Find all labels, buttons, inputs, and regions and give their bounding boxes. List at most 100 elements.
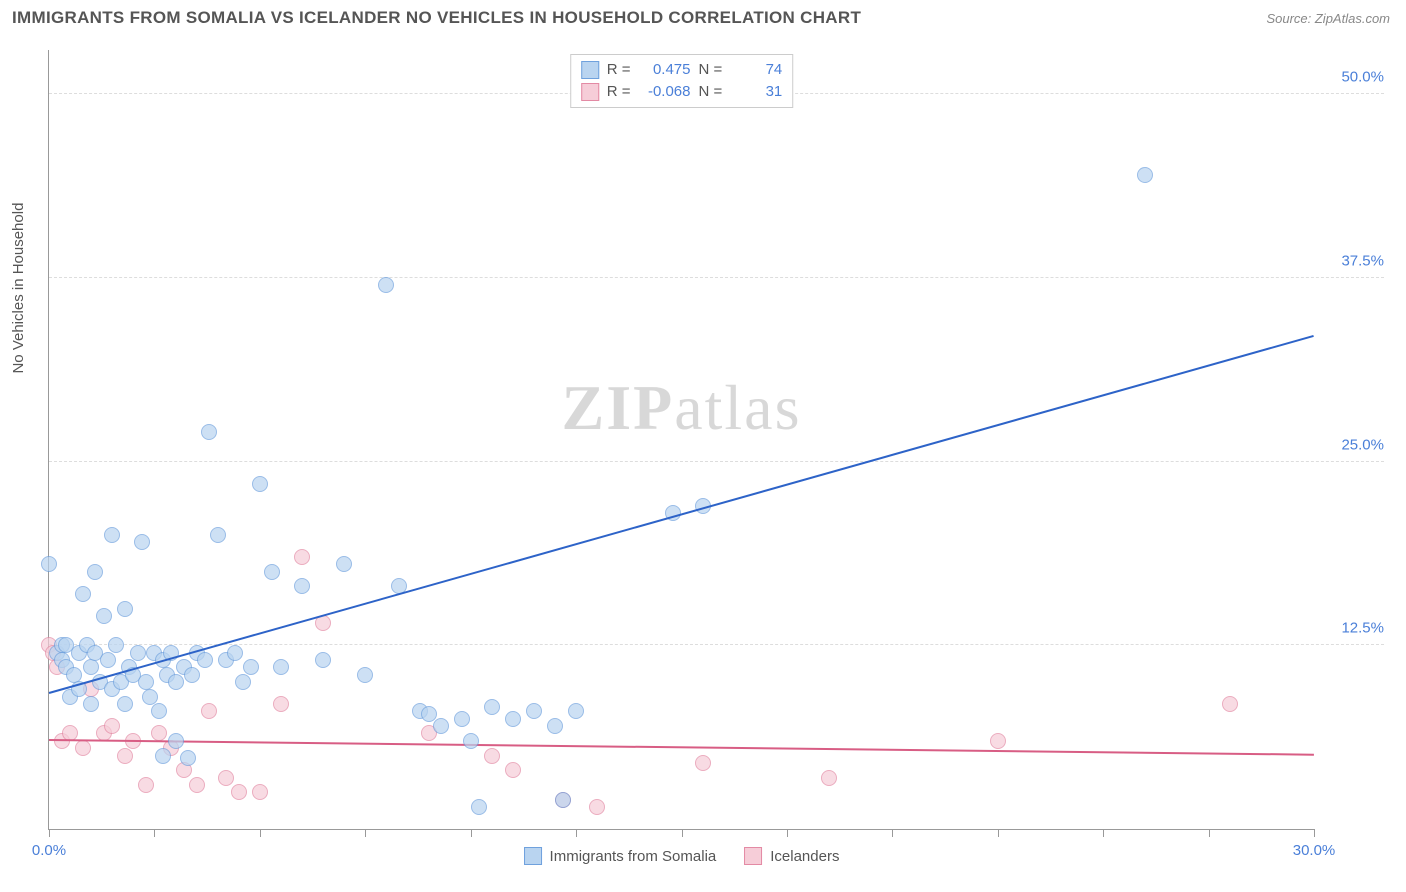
data-point-somalia (138, 674, 154, 690)
data-point-somalia (168, 674, 184, 690)
correlation-chart: No Vehicles in Household ZIPatlas R = 0.… (18, 40, 1394, 878)
data-point-iceland (231, 784, 247, 800)
data-point-iceland (1222, 696, 1238, 712)
data-point-iceland (589, 799, 605, 815)
x-tick-label: 30.0% (1293, 842, 1336, 859)
page-title: IMMIGRANTS FROM SOMALIA VS ICELANDER NO … (12, 8, 861, 28)
series-legend: Immigrants from Somalia Icelanders (524, 847, 840, 865)
data-point-somalia (378, 277, 394, 293)
data-point-somalia (100, 652, 116, 668)
x-tick (1314, 829, 1315, 837)
data-point-somalia (421, 706, 437, 722)
swatch-iceland (744, 847, 762, 865)
gridline (49, 461, 1384, 462)
data-point-somalia (180, 750, 196, 766)
x-tick (260, 829, 261, 837)
y-tick-label: 25.0% (1320, 436, 1384, 453)
data-point-somalia (41, 556, 57, 572)
source-citation: Source: ZipAtlas.com (1266, 11, 1390, 26)
data-point-iceland (252, 784, 268, 800)
data-point-somalia (357, 667, 373, 683)
data-point-somalia (454, 711, 470, 727)
data-point-iceland (695, 755, 711, 771)
data-point-somalia (336, 556, 352, 572)
data-point-somalia (155, 748, 171, 764)
legend-item-iceland: Icelanders (744, 847, 839, 865)
x-tick (1209, 829, 1210, 837)
legend-item-somalia: Immigrants from Somalia (524, 847, 717, 865)
swatch-somalia (581, 61, 599, 79)
data-point-somalia (117, 601, 133, 617)
data-point-iceland (294, 549, 310, 565)
data-point-somalia (201, 424, 217, 440)
data-point-iceland (151, 725, 167, 741)
gridline (49, 277, 1384, 278)
x-tick (682, 829, 683, 837)
y-tick-label: 37.5% (1320, 252, 1384, 269)
data-point-somalia (197, 652, 213, 668)
y-tick-label: 12.5% (1320, 620, 1384, 637)
data-point-somalia (568, 703, 584, 719)
data-point-iceland (104, 718, 120, 734)
data-point-iceland (218, 770, 234, 786)
data-point-somalia (83, 659, 99, 675)
data-point-somalia (273, 659, 289, 675)
data-point-iceland (189, 777, 205, 793)
data-point-somalia (1137, 167, 1153, 183)
data-point-iceland (138, 777, 154, 793)
data-point-somalia (235, 674, 251, 690)
data-point-iceland (201, 703, 217, 719)
data-point-iceland (273, 696, 289, 712)
data-point-somalia (264, 564, 280, 580)
x-tick (1103, 829, 1104, 837)
data-point-iceland (117, 748, 133, 764)
trendline-somalia (49, 335, 1315, 694)
data-point-somalia (104, 527, 120, 543)
watermark: ZIPatlas (562, 371, 802, 445)
gridline (49, 644, 1384, 645)
swatch-iceland (581, 83, 599, 101)
data-point-iceland (505, 762, 521, 778)
plot-area: ZIPatlas R = 0.475 N = 74 R = -0.068 N =… (48, 50, 1314, 830)
data-point-somalia (117, 696, 133, 712)
data-point-somalia (130, 645, 146, 661)
data-point-somalia (66, 667, 82, 683)
stats-row-somalia: R = 0.475 N = 74 (581, 59, 783, 81)
y-axis-label: No Vehicles in Household (10, 203, 27, 374)
data-point-iceland (821, 770, 837, 786)
data-point-somalia (83, 696, 99, 712)
data-point-somalia (471, 799, 487, 815)
x-tick (365, 829, 366, 837)
data-point-somalia (555, 792, 571, 808)
trendline-iceland (49, 739, 1314, 756)
data-point-iceland (75, 740, 91, 756)
data-point-somalia (151, 703, 167, 719)
data-point-somalia (227, 645, 243, 661)
data-point-iceland (990, 733, 1006, 749)
data-point-iceland (484, 748, 500, 764)
data-point-somalia (134, 534, 150, 550)
x-tick (998, 829, 999, 837)
data-point-somalia (505, 711, 521, 727)
data-point-somalia (463, 733, 479, 749)
x-tick (49, 829, 50, 837)
data-point-somalia (108, 637, 124, 653)
data-point-somalia (547, 718, 563, 734)
data-point-somalia (96, 608, 112, 624)
data-point-somalia (210, 527, 226, 543)
data-point-somalia (184, 667, 200, 683)
data-point-somalia (75, 586, 91, 602)
stats-legend: R = 0.475 N = 74 R = -0.068 N = 31 (570, 54, 794, 108)
data-point-somalia (294, 578, 310, 594)
x-tick (576, 829, 577, 837)
data-point-somalia (142, 689, 158, 705)
x-tick (471, 829, 472, 837)
stats-row-iceland: R = -0.068 N = 31 (581, 81, 783, 103)
x-tick (787, 829, 788, 837)
data-point-somalia (433, 718, 449, 734)
swatch-somalia (524, 847, 542, 865)
y-tick-label: 50.0% (1320, 69, 1384, 86)
data-point-somalia (484, 699, 500, 715)
x-tick (154, 829, 155, 837)
data-point-somalia (526, 703, 542, 719)
